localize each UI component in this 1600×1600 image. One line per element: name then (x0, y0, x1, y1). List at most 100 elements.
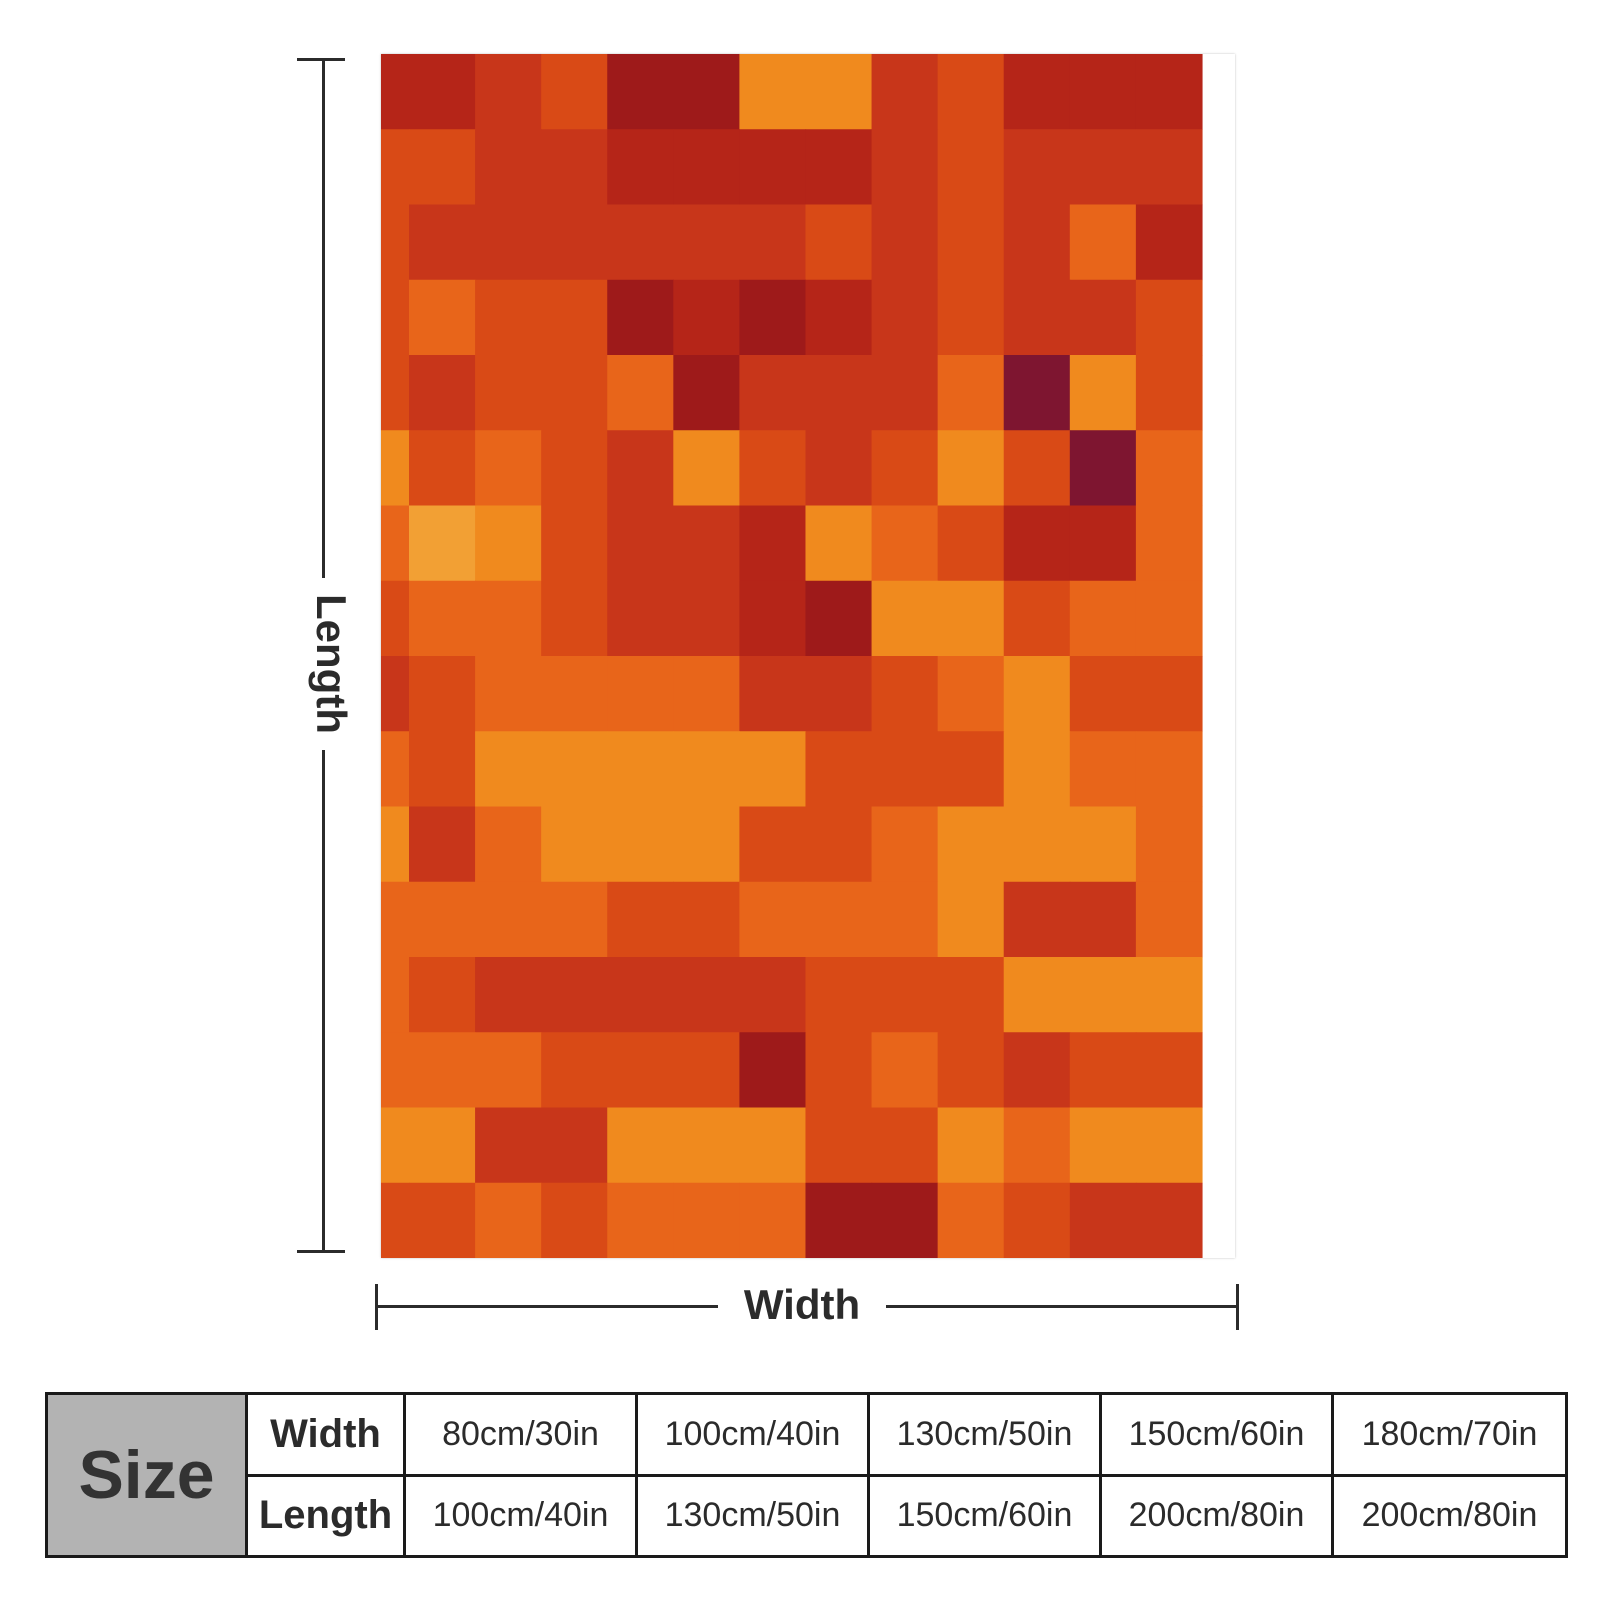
pattern-tile (475, 1032, 542, 1109)
pattern-tile (381, 355, 410, 431)
pattern-tile (475, 430, 542, 507)
pattern-tile (673, 54, 740, 130)
width-value: 180cm/70in (1331, 1392, 1568, 1477)
pattern-tile (805, 731, 873, 808)
pattern-tile (607, 355, 674, 431)
width-value: 150cm/60in (1099, 1392, 1334, 1477)
pattern-tile (871, 1182, 939, 1258)
pattern-tile (475, 54, 542, 130)
pattern-tile (937, 430, 1005, 507)
pattern-tile (1003, 656, 1071, 732)
pattern-tile (1069, 129, 1137, 206)
pattern-tile (1135, 731, 1203, 808)
pattern-tile (1069, 1032, 1137, 1109)
pattern-tile (607, 1182, 674, 1258)
pattern-tile (739, 54, 807, 130)
length-value: 100cm/40in (403, 1473, 638, 1558)
pattern-tile (1135, 204, 1203, 281)
pattern-tile (1003, 1032, 1071, 1109)
pattern-tile (673, 580, 740, 657)
pattern-tile (381, 656, 410, 732)
pattern-tile (409, 54, 476, 130)
pattern-tile (381, 1032, 410, 1109)
pattern-tile (871, 806, 939, 883)
pattern-tile (541, 731, 608, 808)
pattern-tile (607, 1032, 674, 1109)
pattern-tile (739, 204, 807, 281)
pattern-tile (937, 731, 1005, 808)
pattern-tile (805, 806, 873, 883)
pixel-pattern (381, 54, 1203, 1258)
pattern-tile (607, 806, 674, 883)
pattern-tile (739, 355, 807, 431)
pattern-tile (607, 957, 674, 1033)
pattern-tile (409, 1182, 476, 1258)
pattern-tile (871, 957, 939, 1033)
pattern-tile (673, 129, 740, 206)
pattern-tile (937, 1032, 1005, 1109)
pattern-tile (1003, 430, 1071, 507)
pattern-tile (1003, 881, 1071, 958)
pattern-tile (1069, 430, 1137, 507)
pattern-tile (805, 204, 873, 281)
pattern-tile (739, 1032, 807, 1109)
pattern-tile (739, 806, 807, 883)
pattern-tile (805, 957, 873, 1033)
pattern-tile (937, 279, 1005, 356)
pattern-tile (409, 279, 476, 356)
pattern-tile (381, 54, 410, 130)
pattern-tile (409, 806, 476, 883)
pattern-tile (805, 129, 873, 206)
pattern-tile (475, 580, 542, 657)
pattern-tile (871, 505, 939, 582)
pattern-tile (409, 656, 476, 732)
pattern-tile (475, 731, 542, 808)
width-value: 130cm/50in (867, 1392, 1102, 1477)
pattern-tile (409, 204, 476, 281)
pattern-tile (1003, 1182, 1071, 1258)
pattern-tile (475, 656, 542, 732)
row-label-length: Length (245, 1473, 406, 1558)
pattern-tile (381, 731, 410, 808)
pattern-tile (871, 1032, 939, 1109)
pattern-tile (937, 1107, 1005, 1184)
pattern-tile (1003, 129, 1071, 206)
pattern-tile (409, 1032, 476, 1109)
pattern-tile (381, 204, 410, 281)
pattern-tile (541, 1182, 608, 1258)
pattern-tile (409, 355, 476, 431)
pattern-tile (805, 881, 873, 958)
pattern-tile (607, 580, 674, 657)
pattern-tile (1069, 881, 1137, 958)
pattern-tile (541, 1032, 608, 1109)
pattern-tile (673, 1107, 740, 1184)
pattern-tile (1135, 129, 1203, 206)
pattern-tile (739, 1182, 807, 1258)
pattern-tile (871, 430, 939, 507)
pattern-tile (541, 505, 608, 582)
pattern-tile (1069, 957, 1137, 1033)
pattern-tile (871, 279, 939, 356)
pattern-tile (673, 806, 740, 883)
pattern-tile (541, 957, 608, 1033)
pattern-tile (739, 881, 807, 958)
pattern-tile (381, 430, 410, 507)
pattern-tile (607, 430, 674, 507)
width-value: 100cm/40in (635, 1392, 870, 1477)
pattern-tile (1135, 505, 1203, 582)
pattern-tile (1135, 806, 1203, 883)
pattern-tile (871, 656, 939, 732)
size-table: Size Width 80cm/30in 100cm/40in 130cm/50… (45, 1392, 1568, 1558)
pattern-tile (541, 279, 608, 356)
pattern-tile (937, 957, 1005, 1033)
pattern-tile (381, 957, 410, 1033)
pattern-tile (1003, 355, 1071, 431)
pattern-tile (805, 656, 873, 732)
pattern-tile (739, 279, 807, 356)
pattern-tile (937, 355, 1005, 431)
pattern-tile (937, 204, 1005, 281)
pattern-tile (1069, 580, 1137, 657)
pattern-tile (1135, 1107, 1203, 1184)
pattern-tile (871, 355, 939, 431)
pattern-tile (607, 129, 674, 206)
